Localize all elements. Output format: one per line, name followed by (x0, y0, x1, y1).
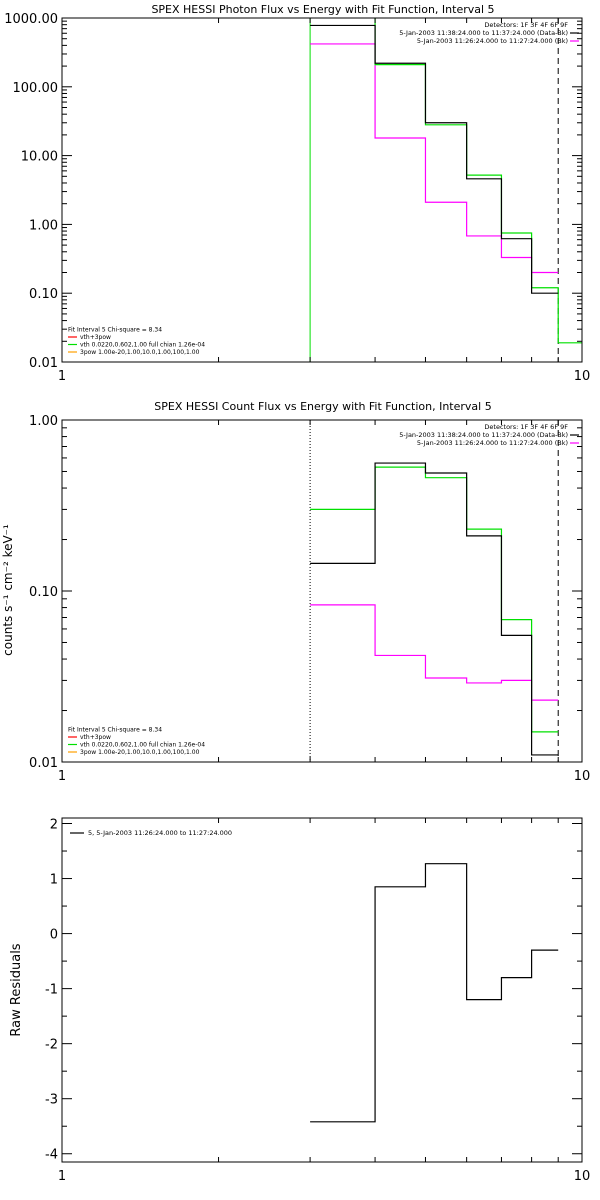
y-tick-label: 2 (50, 818, 58, 833)
x-tick-label: 10 (574, 1169, 591, 1184)
legend-entry: vth 0.0220,0.602,1.00 full chian 1.26e-0… (80, 742, 205, 749)
legend-entry: 5-Jan-2003 11:26:24.000 to 11:27:24.000 … (417, 439, 568, 447)
plot-frame (61, 17, 583, 363)
legend-entry: Fit Interval 5 Chi-square = 8.34 (68, 727, 162, 734)
y-tick-label: -4 (45, 1148, 58, 1163)
legend-entry: 5-Jan-2003 11:38:24.000 to 11:37:24.000 … (399, 29, 568, 37)
residuals-panel: Raw Residuals 1 10 -4 -3 -2 -1 0 1 2 5, 5-Jan-200… (9, 817, 591, 1184)
legend-entry: 5, 5-Jan-2003 11:26:24.000 to 11:27:24.0… (88, 829, 232, 837)
y-tick-label: -2 (45, 1038, 58, 1053)
plot-area (309, 420, 559, 762)
y-tick-label: 1.00 (29, 218, 58, 233)
legend-entry: vth+3pow (80, 334, 111, 341)
y-tick-label: 1.00 (29, 414, 58, 429)
plot-area (310, 863, 559, 1123)
x-tick-label: 10 (574, 369, 591, 384)
plot-frame (61, 419, 583, 763)
plot-frame (61, 817, 583, 1163)
count-flux-panel: SPEX HESSI Count Flux vs Energy with Fit… (1, 400, 590, 784)
y-tick-label: 0.01 (29, 756, 58, 771)
y-tick-label: 0.01 (29, 356, 58, 371)
y-axis-label: Raw Residuals (9, 943, 24, 1036)
y-tick-label: 0.10 (29, 585, 58, 600)
series-line (374, 18, 582, 344)
y-tick-label: -3 (45, 1093, 58, 1108)
series-line (310, 466, 559, 733)
legend-entry: Detectors: 1F 3F 4F 6F 9F (484, 423, 568, 431)
y-tick-label: -1 (45, 983, 58, 998)
legend-entry: vth+3pow (80, 734, 111, 741)
legend-entry: 5-Jan-2003 11:26:24.000 to 11:27:24.000 … (417, 37, 568, 45)
legend-entry: 5-Jan-2003 11:38:24.000 to 11:37:24.000 … (399, 431, 568, 439)
y-tick-label: 0 (50, 928, 58, 943)
x-tick-label: 1 (58, 1169, 66, 1184)
x-tick-label: 10 (574, 769, 591, 784)
legend-entry: 3pow 1.00e-20,1.00,10.0,1.00,100,1.00 (80, 749, 200, 756)
photon-flux-panel: SPEX HESSI Photon Flux vs Energy with Fi… (4, 3, 590, 384)
legend-entry: Detectors: 1F 3F 4F 6F 9F (484, 21, 568, 29)
series-line (310, 24, 559, 294)
series-line (310, 462, 559, 756)
legend-entry: Fit Interval 5 Chi-square = 8.34 (68, 327, 162, 334)
y-tick-label: 1000.00 (4, 12, 58, 27)
series-line (310, 863, 559, 1123)
chart-title: SPEX HESSI Photon Flux vs Energy with Fi… (151, 3, 494, 16)
legend-entry: vth 0.0220,0.602,1.00 full chian 1.26e-0… (80, 342, 205, 349)
x-tick-label: 1 (58, 769, 66, 784)
x-tick-label: 1 (58, 369, 66, 384)
chart-title: SPEX HESSI Count Flux vs Energy with Fit… (154, 400, 491, 413)
y-tick-label: 0.10 (29, 287, 58, 302)
y-tick-label: 100.00 (13, 81, 59, 96)
plot-area (309, 18, 582, 362)
y-axis-label: counts s⁻¹ cm⁻² keV⁻¹ (1, 524, 15, 656)
legend-entry: 3pow 1.00e-20,1.00,10.0,1.00,100,1.00 (80, 349, 200, 356)
y-tick-label: 1 (50, 873, 58, 888)
y-tick-label: 10.00 (21, 150, 58, 165)
